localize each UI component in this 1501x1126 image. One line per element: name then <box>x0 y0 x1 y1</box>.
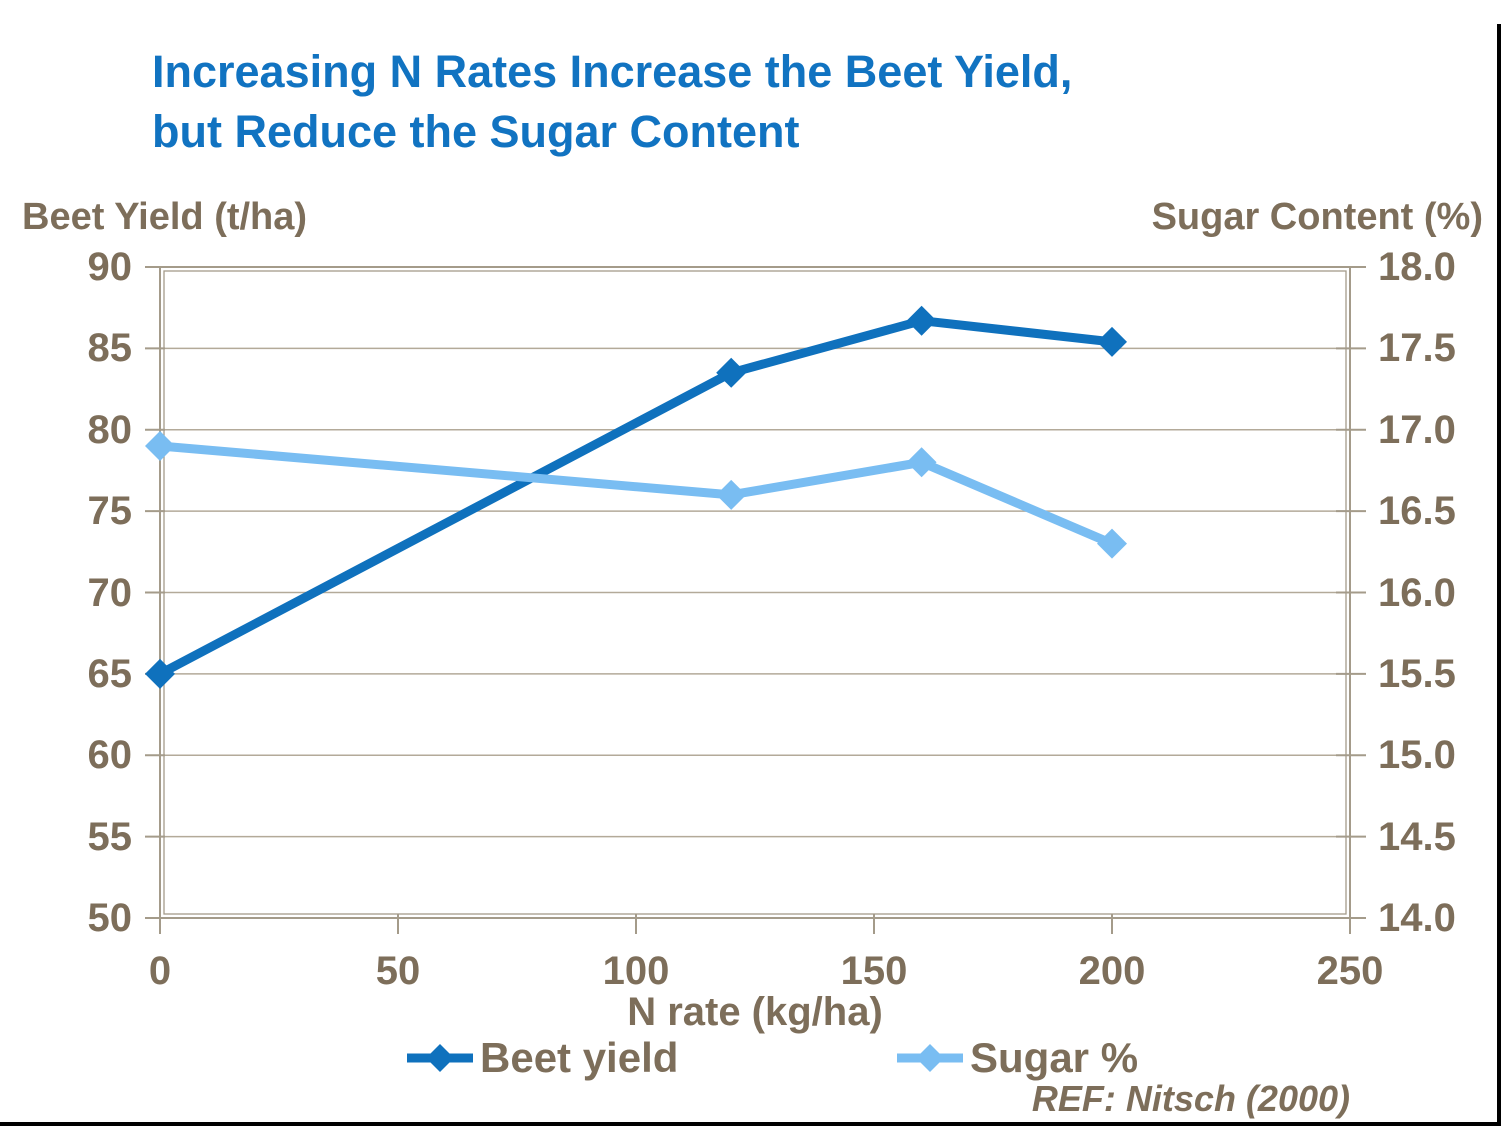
right-axis-tick-label: 14.5 <box>1378 814 1456 859</box>
sugar-line-marker-icon <box>897 1044 963 1072</box>
right-axis-tick-label: 18.0 <box>1378 245 1456 289</box>
right-axis-tick-label: 16.5 <box>1378 489 1456 534</box>
left-axis-tick-label: 80 <box>87 407 133 452</box>
x-axis-tick-label: 50 <box>375 949 421 993</box>
legend-label-sugar: Sugar % <box>970 1034 1139 1081</box>
right-axis-tick-label: 17.0 <box>1378 407 1456 452</box>
left-axis-tick-label: 50 <box>87 896 133 940</box>
right-axis-title: Sugar Content (%) <box>1151 196 1483 238</box>
right-axis-tick-label: 15.0 <box>1378 733 1456 778</box>
x-axis-tick-label: 0 <box>148 949 172 993</box>
legend-label-beet-yield: Beet yield <box>480 1034 679 1081</box>
x-axis-tick-label: 250 <box>1316 949 1384 993</box>
reference-citation: REF: Nitsch (2000) <box>1031 1078 1350 1119</box>
chart-title-line-1: Increasing N Rates Increase the Beet Yie… <box>152 46 1073 97</box>
right-axis-tick-label: 15.5 <box>1378 651 1456 696</box>
right-axis-tick-label: 14.0 <box>1378 896 1456 940</box>
x-axis-tick-label: 150 <box>840 949 908 993</box>
x-axis-tick-label: 200 <box>1078 949 1146 993</box>
left-axis-tick-label: 55 <box>87 814 133 859</box>
left-axis-title: Beet Yield (t/ha) <box>22 196 308 238</box>
left-axis-tick-label: 85 <box>87 326 133 371</box>
slide-right-border <box>1497 24 1501 1126</box>
legend-item-beet-yield: Beet yield <box>404 1034 679 1081</box>
left-axis-tick-label: 60 <box>87 733 133 778</box>
x-axis-title: N rate (kg/ha) <box>627 990 883 1034</box>
chart-title-line-2: but Reduce the Sugar Content <box>152 106 800 157</box>
left-axis-tick-label: 70 <box>87 570 133 615</box>
legend-item-sugar: Sugar % <box>894 1034 1139 1081</box>
left-axis-tick-label: 65 <box>87 651 133 696</box>
left-axis-tick-label: 75 <box>87 489 133 534</box>
right-axis-tick-label: 16.0 <box>1378 570 1456 615</box>
x-axis-tick-label: 100 <box>602 949 670 993</box>
chart-title: Increasing N Rates Increase the Beet Yie… <box>152 42 1072 162</box>
slide-bottom-border <box>0 1122 1501 1126</box>
right-axis-tick-label: 17.5 <box>1378 326 1456 371</box>
beet-yield-line-marker-icon <box>407 1044 473 1072</box>
left-axis-tick-label: 90 <box>87 245 133 289</box>
